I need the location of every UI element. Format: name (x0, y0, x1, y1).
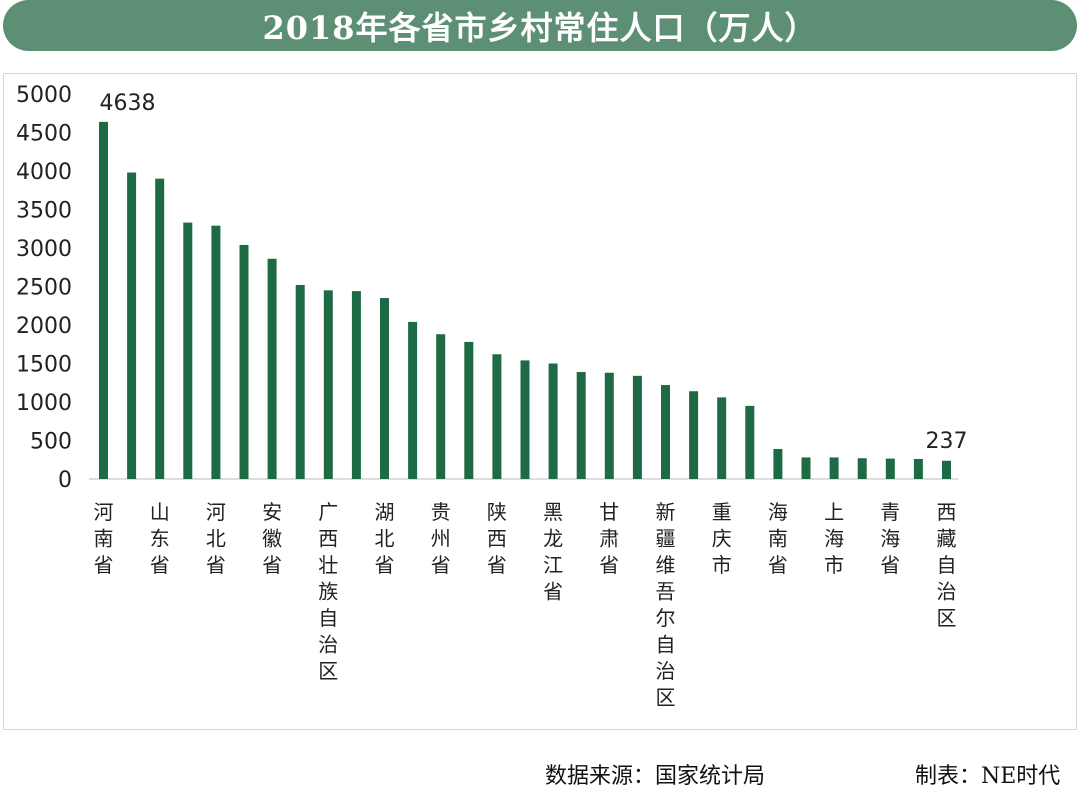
bar (857, 458, 867, 479)
bar (295, 284, 305, 479)
bar (267, 258, 277, 479)
y-tick-label: 3000 (16, 237, 72, 262)
bar (436, 334, 446, 479)
x-category-label: 新疆维吾尔自治区 (656, 500, 676, 710)
x-category-label: 贵州省 (431, 500, 451, 577)
bar (408, 321, 418, 479)
y-tick-label: 500 (30, 430, 72, 455)
y-tick-label: 1000 (16, 391, 72, 416)
bar (885, 458, 895, 479)
data-source: 数据来源：国家统计局 (545, 764, 766, 789)
chart-title: 2018年各省市乡村常住人口（万人） (262, 8, 818, 47)
chart-credit: 制表：NE时代 (915, 764, 1061, 789)
title-banner: 2018年各省市乡村常住人口（万人） (3, 0, 1077, 51)
y-tick-label: 2000 (16, 314, 72, 339)
y-tick-label: 1500 (16, 353, 72, 378)
bar (211, 225, 221, 479)
bar (576, 371, 586, 479)
y-tick-label: 3500 (16, 199, 72, 224)
x-category-label: 上海市 (824, 500, 844, 577)
bar (717, 397, 727, 479)
x-category-label: 黑龙江省 (543, 500, 563, 604)
bar (323, 290, 333, 479)
chart-frame: 0 500 1000 1500 2000 2500 3000 3500 4000 4500 5000… (3, 73, 1077, 730)
bar (351, 291, 361, 479)
x-category-label: 陕西省 (487, 500, 507, 577)
bar (464, 341, 474, 479)
bar (380, 298, 389, 479)
bar (183, 222, 193, 479)
bar (520, 360, 530, 479)
bar (942, 460, 951, 479)
x-category-label: 青海省 (880, 500, 900, 577)
bar-chart: 0 500 1000 1500 2000 2500 3000 3500 4000 4500 5000… (16, 83, 968, 710)
bar (492, 354, 502, 479)
bar (239, 244, 249, 479)
x-category-label: 湖北省 (375, 500, 395, 577)
data-label: 237 (926, 429, 968, 454)
x-category-label: 河北省 (206, 500, 226, 577)
y-tick-label: 5000 (16, 83, 72, 108)
bar (99, 121, 108, 480)
y-tick-label: 4500 (16, 122, 72, 147)
data-label: 4638 (100, 91, 156, 116)
bar (689, 391, 699, 479)
bar (661, 385, 670, 479)
x-category-label: 河南省 (94, 500, 114, 577)
x-category-label: 山东省 (150, 500, 170, 577)
bar (127, 172, 137, 479)
y-tick-label: 0 (58, 468, 72, 493)
bar (604, 372, 614, 479)
x-category-label: 海南省 (768, 500, 788, 577)
bar (632, 375, 642, 479)
bar (773, 448, 783, 479)
x-category-label: 甘肃省 (599, 500, 619, 577)
bar (745, 405, 755, 479)
bar (913, 458, 923, 479)
bar (548, 363, 558, 479)
bar (155, 178, 165, 479)
bar (829, 457, 839, 479)
x-category-label: 西藏自治区 (937, 500, 957, 630)
x-category-label: 重庆市 (712, 500, 732, 577)
bar (801, 457, 811, 479)
x-category-label: 广西壮族自治区 (318, 500, 338, 683)
y-tick-label: 2500 (16, 276, 72, 301)
y-tick-label: 4000 (16, 160, 72, 185)
x-category-label: 安徽省 (262, 500, 282, 577)
